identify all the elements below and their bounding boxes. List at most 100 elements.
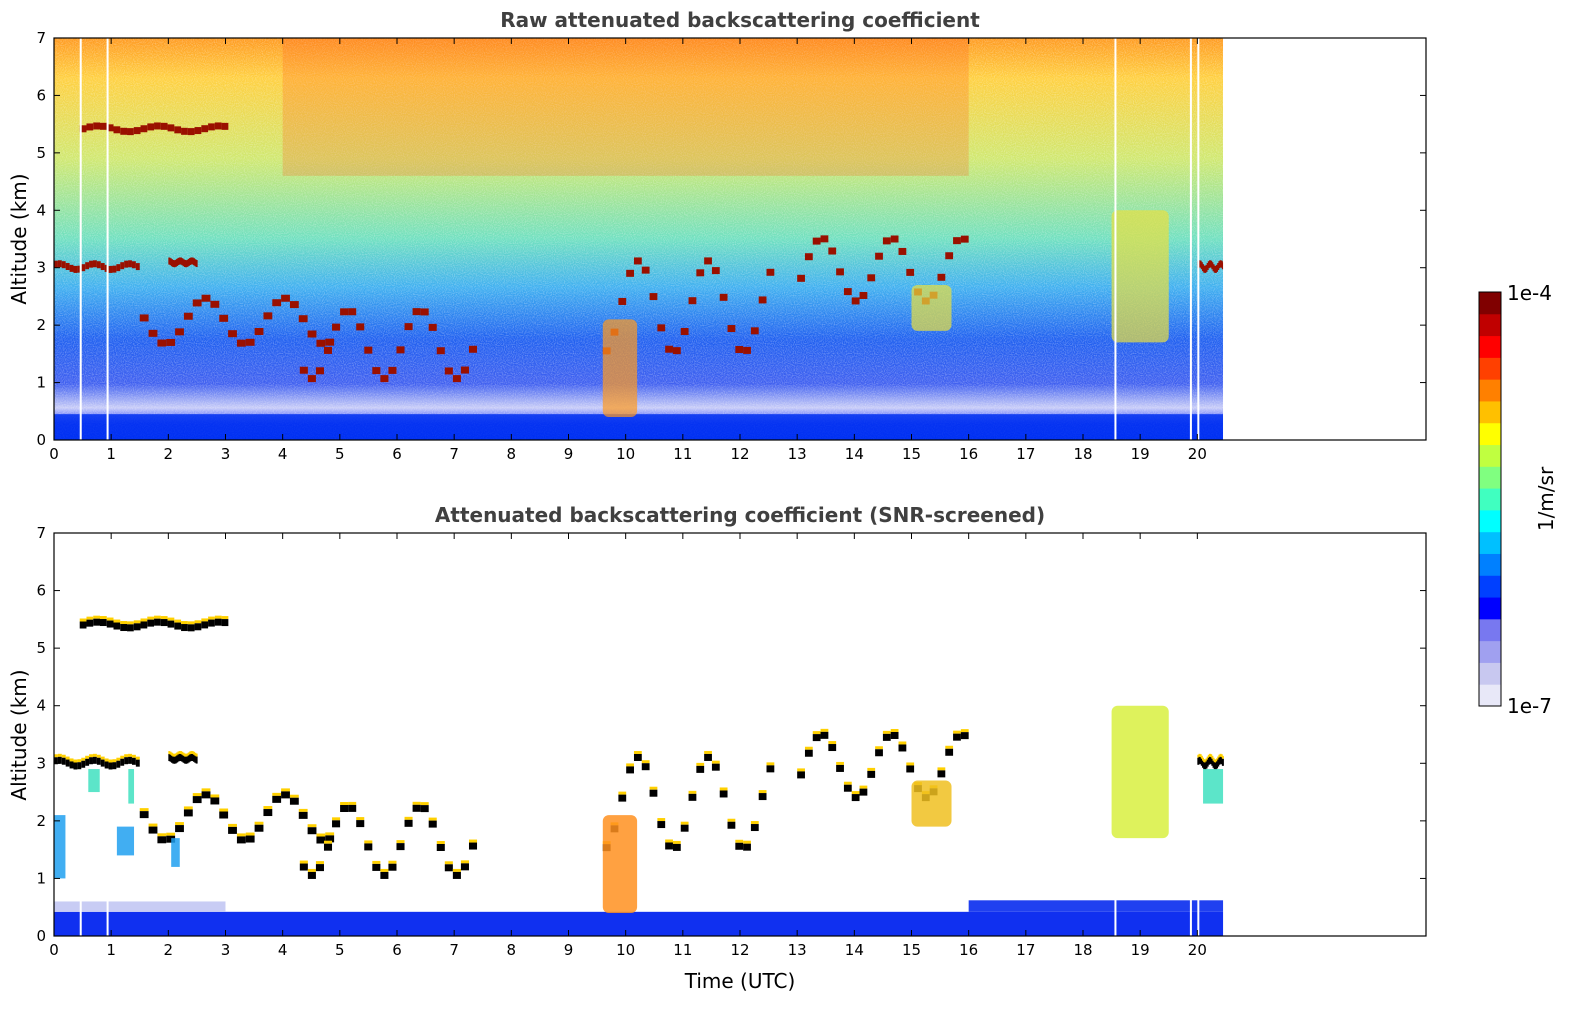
- cloud-layer-segment: [100, 263, 105, 271]
- cloud-layer-segment: [1214, 762, 1217, 770]
- cloud-layer-segment: [1197, 757, 1200, 765]
- cloud-edge-segment: [173, 753, 176, 757]
- cloud-layer-segment: [172, 259, 175, 267]
- cloud-layer-segment: [187, 258, 190, 266]
- cloud-edge-segment: [254, 821, 264, 825]
- cloud-edge-segment: [100, 756, 105, 760]
- x-tick-label: 6: [392, 941, 402, 959]
- colorbar-step: [1479, 335, 1501, 358]
- noise-speckle: [54, 38, 1224, 440]
- cloud-layer-segment: [96, 757, 101, 765]
- cloud-layer-segment: [180, 257, 183, 265]
- cloud-layer-segment: [93, 618, 100, 626]
- cloud-layer-segment: [843, 288, 852, 296]
- cloud-layer-segment: [468, 842, 478, 850]
- cloud-edge-segment: [945, 745, 954, 749]
- cloud-layer-segment: [254, 328, 264, 336]
- cloud-layer-segment: [157, 836, 167, 844]
- cloud-edge-segment: [843, 781, 852, 785]
- cloud-layer-segment: [1217, 759, 1220, 767]
- cloud-layer-segment: [168, 754, 171, 762]
- data-gap-line: [1114, 895, 1117, 936]
- cloud-layer-segment: [104, 761, 109, 769]
- x-tick-label: 4: [278, 445, 288, 463]
- cloud-layer-segment: [1211, 758, 1214, 766]
- cloud-edge-segment: [81, 757, 86, 761]
- cloud-layer-segment: [128, 756, 132, 764]
- cloud-edge-segment: [108, 759, 113, 763]
- cloud-edge-segment: [180, 751, 183, 755]
- aerosol-patch: [116, 826, 135, 856]
- cloud-layer-segment: [444, 864, 453, 872]
- cloud-edge-segment: [116, 757, 121, 761]
- x-tick-label: 19: [1131, 445, 1150, 463]
- cloud-layer-segment: [340, 805, 349, 813]
- cloud-layer-segment: [680, 824, 689, 832]
- cloud-layer-segment: [61, 261, 66, 269]
- cloud-edge-segment: [166, 832, 176, 836]
- cloud-edge-segment: [836, 761, 844, 765]
- cloud-edge-segment: [127, 621, 134, 625]
- cloud-layer-segment: [404, 323, 413, 331]
- data-gap-line: [79, 38, 82, 440]
- cloud-edge-segment: [882, 730, 891, 734]
- cloud-layer-segment: [766, 268, 775, 276]
- cloud-layer-segment: [201, 621, 209, 629]
- cloud-edge-segment: [128, 753, 132, 757]
- cloud-layer-segment: [214, 122, 222, 130]
- cloud-layer-segment: [154, 122, 161, 130]
- cloud-layer-segment: [166, 338, 176, 346]
- cloud-edge-segment: [172, 753, 175, 757]
- cloud-edge-segment: [1206, 756, 1209, 760]
- cloud-layer-segment: [428, 820, 437, 828]
- cloud-layer-segment: [185, 260, 188, 268]
- cloud-layer-segment: [108, 762, 113, 770]
- cloud-edge-segment: [54, 754, 58, 758]
- cloud-layer-segment: [219, 314, 229, 322]
- cloud-layer-segment: [626, 766, 634, 774]
- cloud-layer-segment: [332, 323, 341, 331]
- cloud-edge-segment: [1200, 755, 1203, 759]
- cloud-layer-segment: [185, 756, 188, 764]
- colorbar-step: [1479, 509, 1501, 533]
- cloud-layer-segment: [108, 265, 113, 273]
- x-tick-label: 12: [730, 445, 749, 463]
- y-tick-label: 0: [36, 431, 46, 449]
- cloud-layer-segment: [420, 805, 429, 813]
- x-tick-label: 5: [335, 445, 345, 463]
- cloud-layer-segment: [396, 843, 405, 851]
- cloud-layer-segment: [1199, 757, 1202, 765]
- cloud-layer-segment: [348, 308, 357, 316]
- cloud-layer-segment: [263, 312, 273, 320]
- cloud-layer-segment: [323, 843, 333, 851]
- cloud-edge-segment: [177, 751, 180, 755]
- cloud-layer-segment: [69, 761, 74, 769]
- cloud-layer-segment: [186, 259, 189, 267]
- cloud-layer-segment: [657, 324, 666, 332]
- cloud-layer-segment: [245, 338, 255, 346]
- cloud-edge-segment: [175, 822, 184, 826]
- x-tick-label: 18: [1073, 941, 1092, 959]
- x-tick-label: 3: [221, 445, 231, 463]
- cloud-layer-segment: [867, 770, 876, 778]
- cloud-layer-segment: [176, 258, 179, 266]
- cloud-edge-segment: [436, 840, 445, 844]
- cloud-layer-segment: [89, 260, 93, 268]
- cloud-layer-segment: [1205, 264, 1208, 272]
- cloud-layer-segment: [194, 259, 197, 267]
- panel1-y-axis: 0 1 2 3 4 5 6 7: [36, 29, 1426, 449]
- cloud-layer-segment: [182, 755, 185, 763]
- cloud-layer-segment: [124, 757, 129, 765]
- cloud-layer-segment: [176, 755, 179, 763]
- cloud-layer-segment: [1204, 265, 1207, 273]
- cloud-layer-segment: [758, 793, 767, 801]
- cloud-layer-segment: [116, 760, 121, 768]
- cloud-layer-segment: [836, 268, 844, 276]
- x-tick-label: 1: [106, 941, 116, 959]
- cloud-layer-segment: [113, 126, 121, 134]
- cloud-layer-segment: [960, 235, 969, 243]
- colorbar-step: [1479, 618, 1501, 642]
- x-tick-label: 10: [616, 941, 635, 959]
- cloud-edge-segment: [1213, 759, 1216, 763]
- cloud-layer-segment: [219, 811, 229, 819]
